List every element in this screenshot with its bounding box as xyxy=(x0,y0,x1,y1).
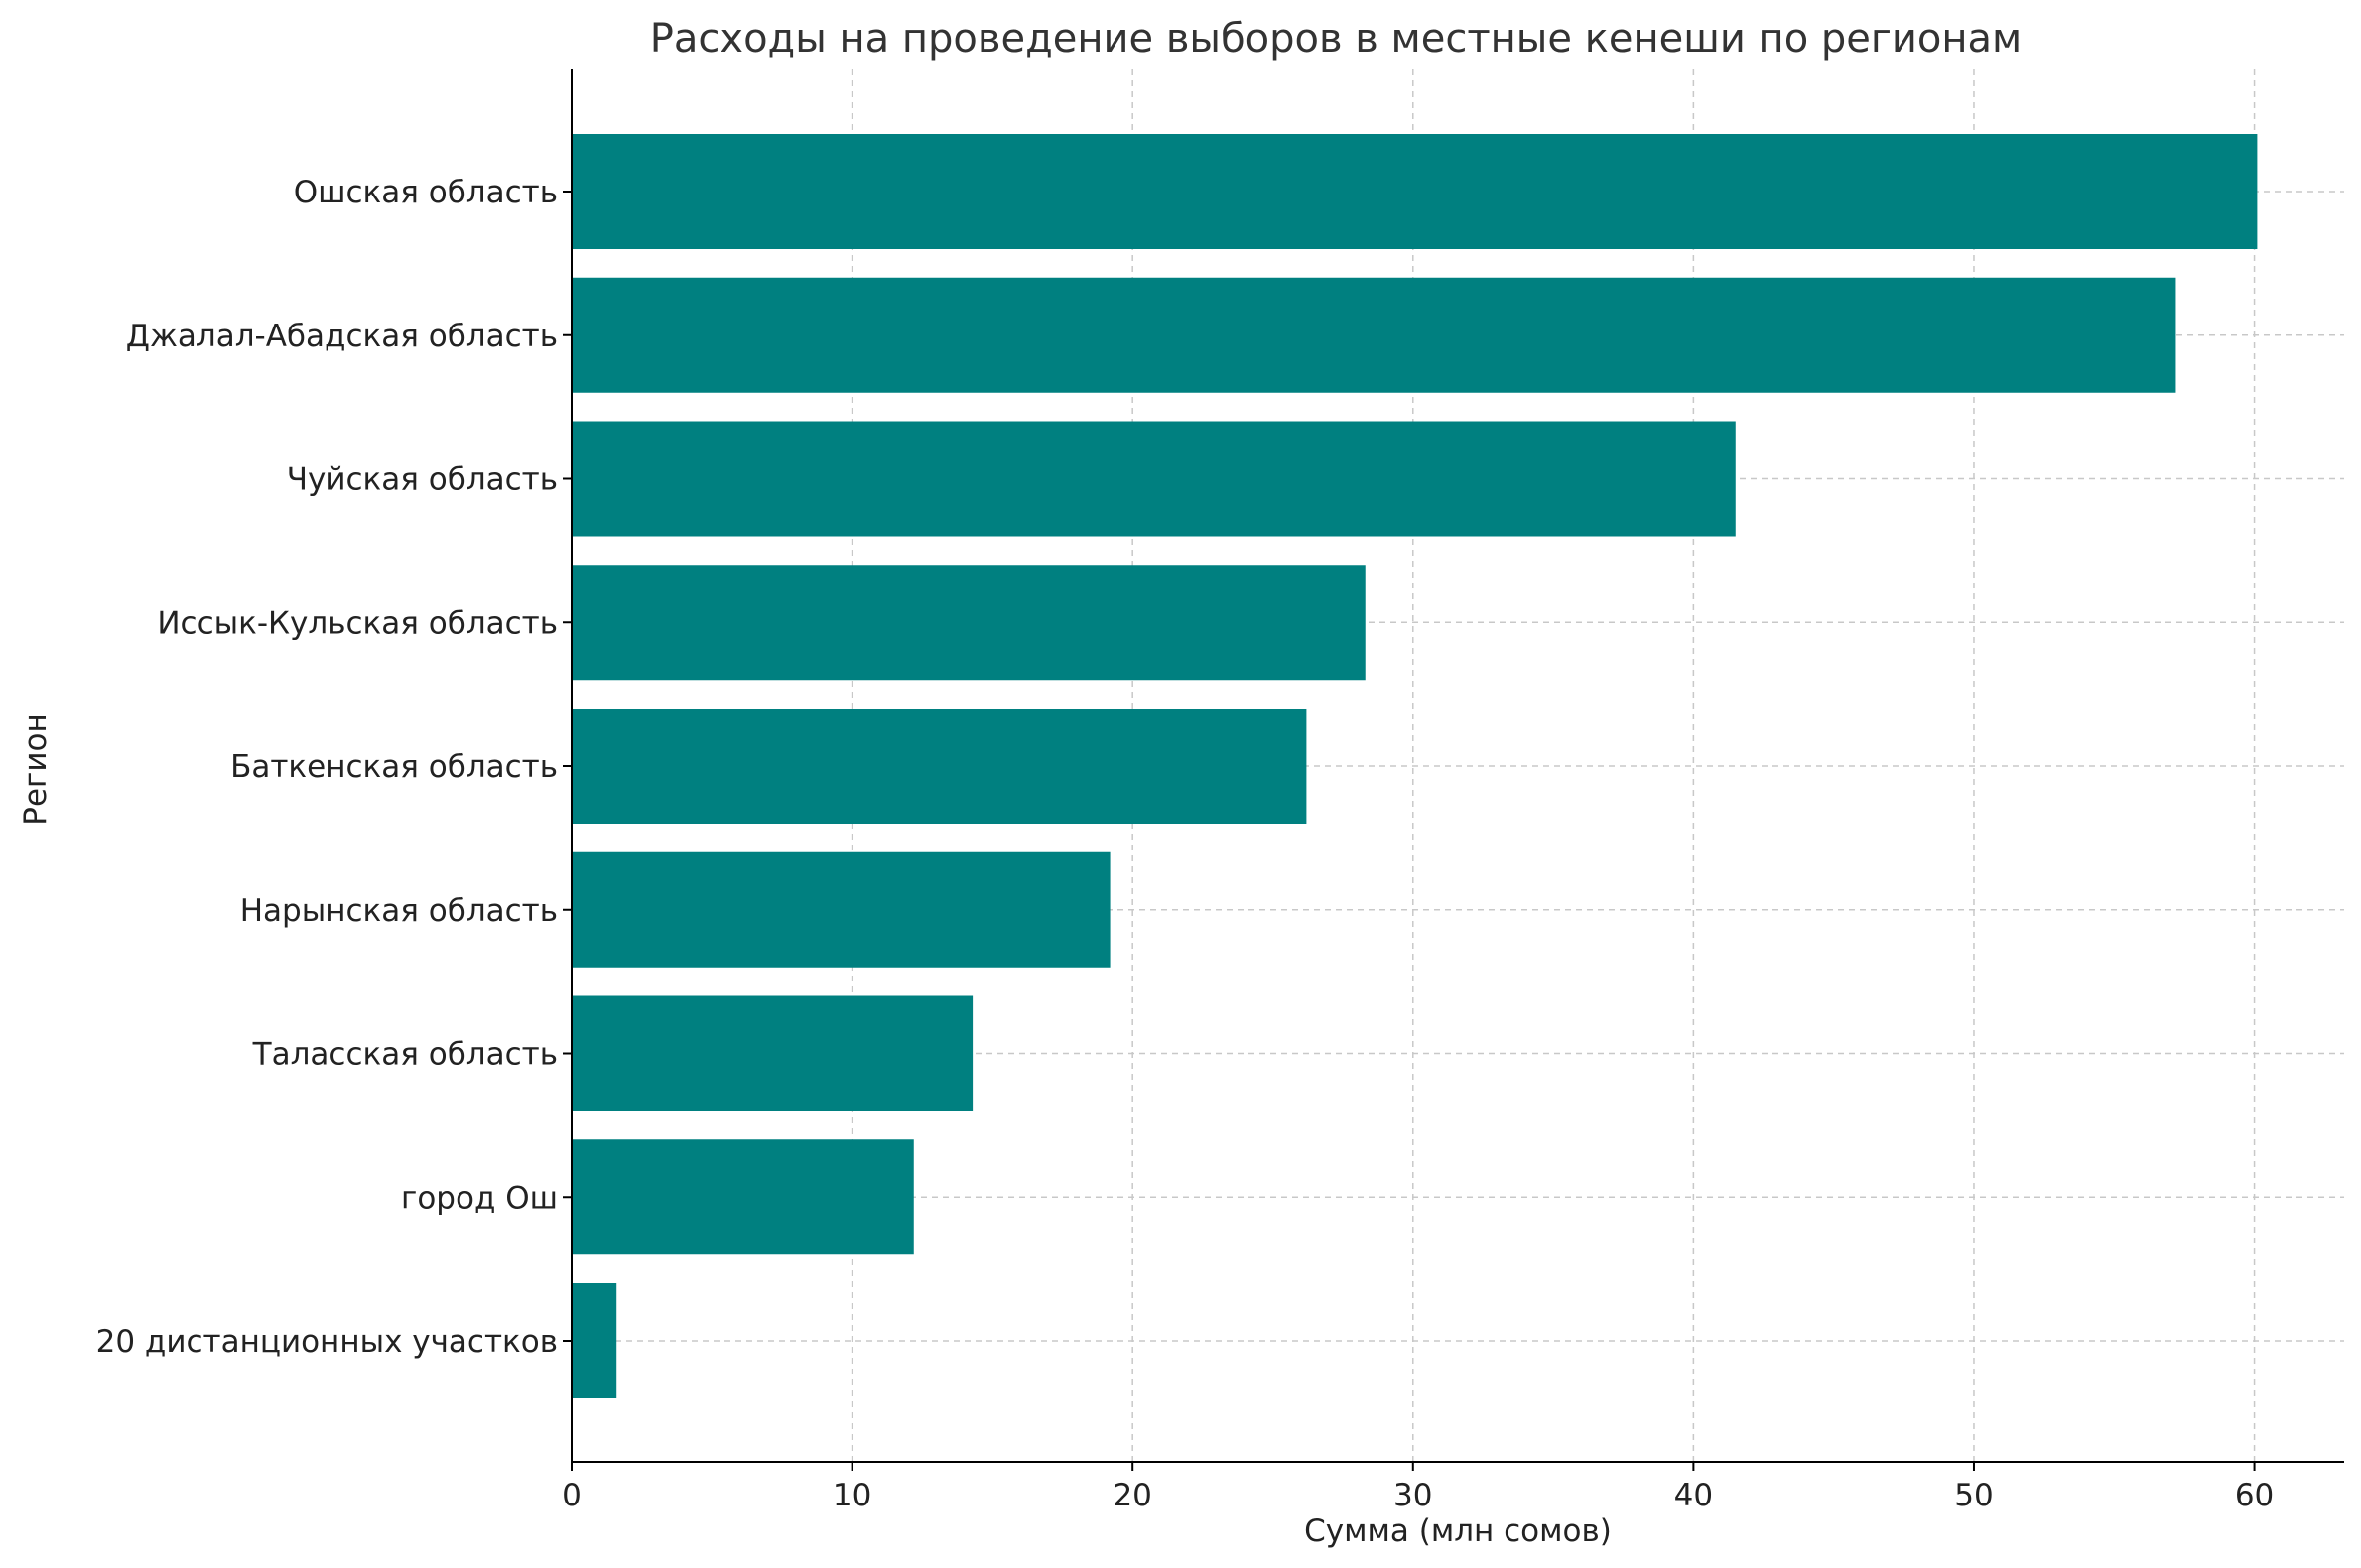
y-tick-label: Чуйская область xyxy=(287,462,558,498)
x-tick-label: 30 xyxy=(1393,1478,1432,1513)
chart-title: Расходы на проведение выборов в местные … xyxy=(650,16,2022,62)
bar xyxy=(572,1139,914,1255)
y-tick-label: 20 дистанционных участков xyxy=(96,1324,558,1360)
x-tick-label: 60 xyxy=(2235,1478,2274,1513)
y-ticks: Ошская область Джалал-Абадская область Чуй… xyxy=(96,175,572,1360)
x-axis-label: Сумма (млн сомов) xyxy=(1304,1513,1612,1549)
x-tick-label: 10 xyxy=(833,1478,871,1513)
x-ticks: 0 10 20 30 40 50 60 xyxy=(562,1462,2274,1513)
bar xyxy=(572,709,1307,824)
bar xyxy=(572,1283,617,1398)
y-tick-label: Таласская область xyxy=(252,1037,558,1073)
bars xyxy=(572,134,2258,1398)
y-tick-label: Иссык-Кульская область xyxy=(157,605,558,641)
y-axis-label: Регион xyxy=(18,713,54,825)
bar xyxy=(572,134,2258,249)
y-tick-label: Нарынская область xyxy=(240,893,558,929)
y-tick-label: Баткенская область xyxy=(230,749,558,785)
bar xyxy=(572,995,974,1111)
x-tick-label: 40 xyxy=(1674,1478,1713,1513)
x-tick-label: 50 xyxy=(1954,1478,1993,1513)
bar xyxy=(572,421,1736,537)
bar xyxy=(572,565,1366,681)
x-tick-label: 20 xyxy=(1113,1478,1151,1513)
x-tick-label: 0 xyxy=(562,1478,582,1513)
bar xyxy=(572,851,1111,968)
y-tick-label: город Ош xyxy=(401,1180,558,1216)
y-tick-label: Джалал-Абадская область xyxy=(126,319,558,354)
bar xyxy=(572,277,2176,393)
y-tick-label: Ошская область xyxy=(294,175,558,210)
